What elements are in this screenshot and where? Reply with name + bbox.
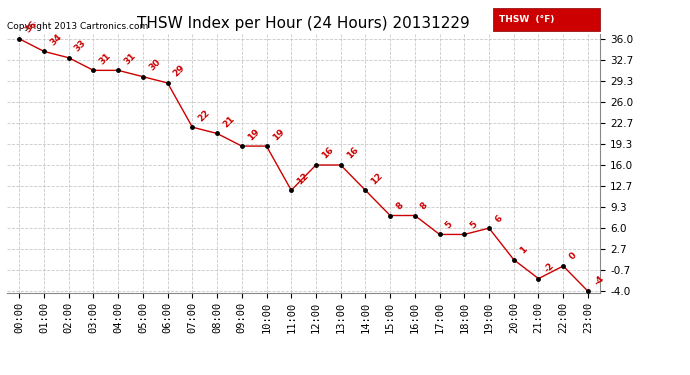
Text: 5: 5 (444, 219, 455, 230)
Text: 31: 31 (122, 51, 137, 66)
Text: -4: -4 (592, 273, 606, 287)
Text: 31: 31 (97, 51, 112, 66)
Text: 6: 6 (493, 213, 504, 224)
Text: 8: 8 (419, 201, 430, 211)
Text: 21: 21 (221, 114, 237, 129)
Text: 33: 33 (73, 38, 88, 54)
Text: 30: 30 (147, 57, 162, 72)
Text: -2: -2 (542, 261, 556, 274)
Text: Copyright 2013 Cartronics.com: Copyright 2013 Cartronics.com (7, 22, 148, 31)
Text: 22: 22 (197, 108, 212, 123)
Text: 34: 34 (48, 32, 63, 47)
Text: 0: 0 (567, 251, 578, 262)
Text: 5: 5 (469, 219, 480, 230)
Text: 36: 36 (23, 20, 39, 34)
Text: 16: 16 (345, 146, 360, 161)
Text: 12: 12 (370, 171, 385, 186)
Title: THSW Index per Hour (24 Hours) 20131229: THSW Index per Hour (24 Hours) 20131229 (137, 16, 470, 31)
Text: 1: 1 (518, 245, 529, 255)
Text: 29: 29 (172, 63, 187, 79)
Text: 19: 19 (270, 127, 286, 142)
Text: 8: 8 (394, 201, 405, 211)
Text: THSW  (°F): THSW (°F) (500, 15, 555, 24)
Text: 16: 16 (320, 146, 335, 161)
FancyBboxPatch shape (493, 8, 600, 31)
Text: 12: 12 (295, 171, 310, 186)
Text: 19: 19 (246, 127, 262, 142)
